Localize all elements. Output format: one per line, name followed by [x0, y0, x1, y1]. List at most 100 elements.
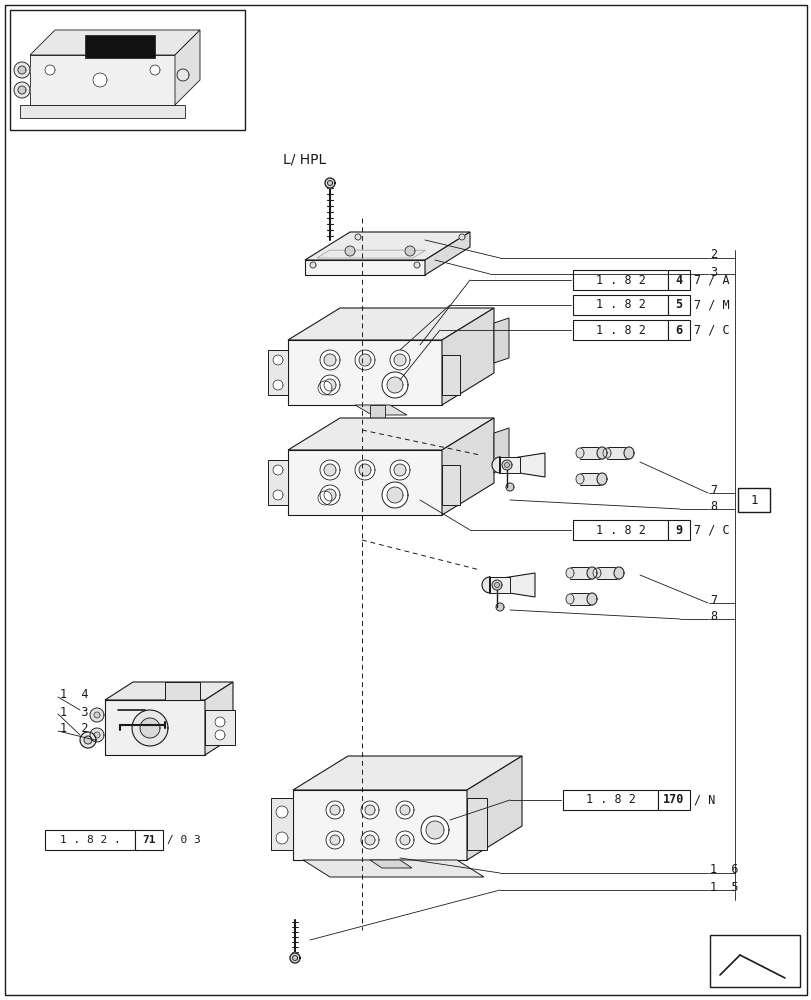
Text: 1 . 8 2: 1 . 8 2: [594, 524, 645, 536]
Polygon shape: [586, 593, 596, 605]
Polygon shape: [361, 801, 379, 819]
Polygon shape: [320, 460, 340, 480]
Polygon shape: [381, 372, 407, 398]
Text: 7 / C: 7 / C: [693, 324, 729, 336]
Polygon shape: [90, 708, 104, 722]
Polygon shape: [105, 700, 204, 755]
Polygon shape: [361, 831, 379, 849]
Polygon shape: [405, 246, 414, 256]
Polygon shape: [370, 860, 411, 868]
Polygon shape: [272, 380, 283, 390]
Polygon shape: [623, 447, 633, 459]
Bar: [45, 830, 135, 850]
Polygon shape: [365, 805, 375, 815]
Text: 8: 8: [709, 500, 716, 514]
Polygon shape: [421, 816, 448, 844]
Polygon shape: [400, 835, 410, 845]
Polygon shape: [496, 603, 504, 611]
Polygon shape: [329, 805, 340, 815]
Polygon shape: [504, 463, 508, 467]
Polygon shape: [500, 457, 519, 473]
Polygon shape: [18, 86, 26, 94]
Bar: [573, 270, 667, 290]
Polygon shape: [387, 377, 402, 393]
Polygon shape: [305, 232, 470, 260]
Polygon shape: [358, 464, 371, 476]
Polygon shape: [329, 835, 340, 845]
Polygon shape: [586, 567, 596, 579]
Text: L/ HPL: L/ HPL: [283, 152, 326, 166]
Polygon shape: [458, 234, 465, 240]
Text: 1 . 8 2: 1 . 8 2: [594, 324, 645, 336]
Bar: [657, 790, 689, 810]
Polygon shape: [324, 354, 336, 366]
Polygon shape: [505, 483, 513, 491]
Polygon shape: [489, 577, 509, 593]
Polygon shape: [327, 181, 332, 185]
Polygon shape: [93, 73, 107, 87]
Polygon shape: [569, 593, 591, 605]
Polygon shape: [324, 379, 336, 391]
Polygon shape: [320, 350, 340, 370]
Polygon shape: [310, 262, 315, 268]
Text: 1  4: 1 4: [60, 688, 88, 702]
Polygon shape: [607, 447, 629, 459]
Polygon shape: [354, 350, 375, 370]
Polygon shape: [268, 350, 288, 395]
Polygon shape: [288, 418, 493, 450]
Polygon shape: [324, 178, 335, 188]
Polygon shape: [272, 465, 283, 475]
Polygon shape: [272, 355, 283, 365]
Polygon shape: [565, 568, 573, 578]
Polygon shape: [441, 465, 460, 505]
Polygon shape: [565, 594, 573, 604]
Polygon shape: [132, 710, 168, 746]
Bar: [667, 320, 689, 340]
Bar: [10, 10, 245, 130]
Polygon shape: [290, 953, 299, 963]
Polygon shape: [354, 234, 361, 240]
Text: 7 / C: 7 / C: [693, 524, 729, 536]
Polygon shape: [268, 460, 288, 505]
Polygon shape: [165, 682, 200, 700]
Polygon shape: [215, 717, 225, 727]
Polygon shape: [387, 487, 402, 503]
Polygon shape: [320, 375, 340, 395]
Text: 5: 5: [675, 298, 682, 312]
Polygon shape: [326, 801, 344, 819]
Polygon shape: [84, 736, 92, 744]
Text: 1 . 8 2 .: 1 . 8 2 .: [59, 835, 120, 845]
Polygon shape: [288, 308, 493, 340]
Polygon shape: [175, 30, 200, 105]
Polygon shape: [596, 447, 607, 459]
Polygon shape: [105, 682, 233, 700]
Text: / 0 3: / 0 3: [167, 835, 200, 845]
Polygon shape: [596, 473, 607, 485]
Text: 170: 170: [663, 793, 684, 806]
Text: 1  5: 1 5: [709, 881, 737, 894]
Polygon shape: [613, 567, 623, 579]
Bar: [573, 295, 667, 315]
Polygon shape: [204, 710, 234, 745]
Text: 1 . 8 2: 1 . 8 2: [594, 298, 645, 312]
Polygon shape: [491, 580, 501, 590]
Polygon shape: [354, 460, 375, 480]
Text: 3: 3: [709, 265, 716, 278]
Text: / N: / N: [693, 793, 714, 806]
Polygon shape: [293, 790, 466, 860]
Polygon shape: [303, 860, 483, 877]
Polygon shape: [271, 798, 293, 850]
Polygon shape: [326, 831, 344, 849]
Polygon shape: [389, 460, 410, 480]
Polygon shape: [272, 490, 283, 500]
Polygon shape: [85, 35, 155, 58]
Polygon shape: [493, 428, 508, 473]
Polygon shape: [603, 448, 610, 458]
Polygon shape: [288, 340, 441, 405]
Bar: [573, 320, 667, 340]
Text: 1  2: 1 2: [60, 722, 88, 736]
Text: 6: 6: [675, 324, 682, 336]
Polygon shape: [489, 573, 534, 597]
Polygon shape: [365, 835, 375, 845]
Text: 1: 1: [749, 493, 757, 506]
